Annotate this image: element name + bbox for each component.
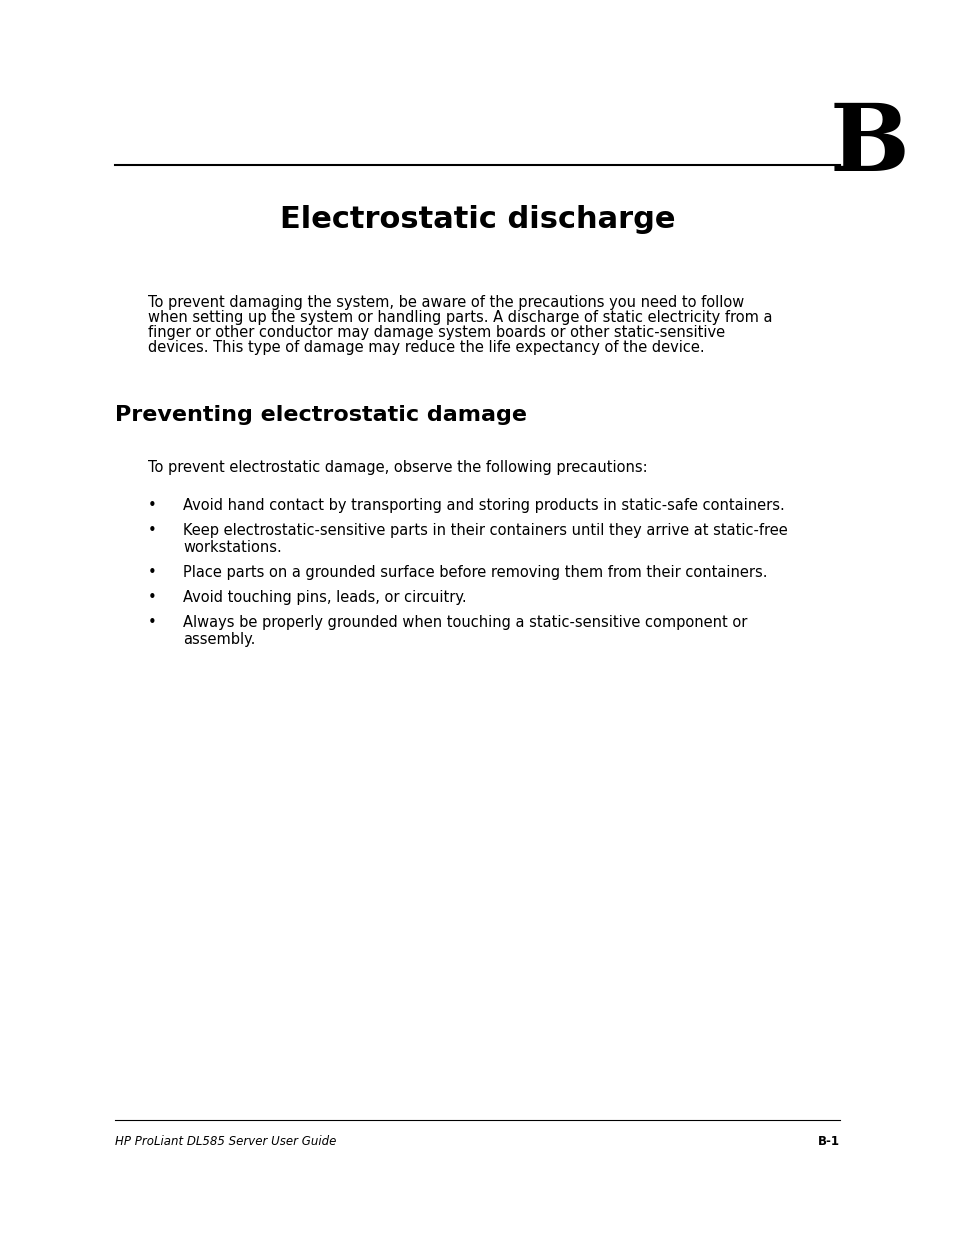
Text: B-1: B-1 (817, 1135, 840, 1149)
Text: finger or other conductor may damage system boards or other static-sensitive: finger or other conductor may damage sys… (148, 325, 724, 340)
Text: Place parts on a grounded surface before removing them from their containers.: Place parts on a grounded surface before… (183, 564, 767, 580)
Text: To prevent electrostatic damage, observe the following precautions:: To prevent electrostatic damage, observe… (148, 459, 647, 475)
Text: Preventing electrostatic damage: Preventing electrostatic damage (115, 405, 526, 425)
Text: Always be properly grounded when touching a static-sensitive component or: Always be properly grounded when touchin… (183, 615, 746, 630)
Text: •: • (148, 564, 156, 580)
Text: B: B (829, 100, 909, 190)
Text: devices. This type of damage may reduce the life expectancy of the device.: devices. This type of damage may reduce … (148, 340, 704, 354)
Text: •: • (148, 498, 156, 513)
Text: Avoid hand contact by transporting and storing products in static-safe container: Avoid hand contact by transporting and s… (183, 498, 784, 513)
Text: •: • (148, 615, 156, 630)
Text: workstations.: workstations. (183, 540, 281, 555)
Text: Electrostatic discharge: Electrostatic discharge (279, 205, 675, 233)
Text: when setting up the system or handling parts. A discharge of static electricity : when setting up the system or handling p… (148, 310, 772, 325)
Text: To prevent damaging the system, be aware of the precautions you need to follow: To prevent damaging the system, be aware… (148, 295, 743, 310)
Text: •: • (148, 590, 156, 605)
Text: assembly.: assembly. (183, 632, 255, 647)
Text: •: • (148, 522, 156, 538)
Text: Avoid touching pins, leads, or circuitry.: Avoid touching pins, leads, or circuitry… (183, 590, 466, 605)
Text: Keep electrostatic-sensitive parts in their containers until they arrive at stat: Keep electrostatic-sensitive parts in th… (183, 522, 787, 538)
Text: HP ProLiant DL585 Server User Guide: HP ProLiant DL585 Server User Guide (115, 1135, 336, 1149)
